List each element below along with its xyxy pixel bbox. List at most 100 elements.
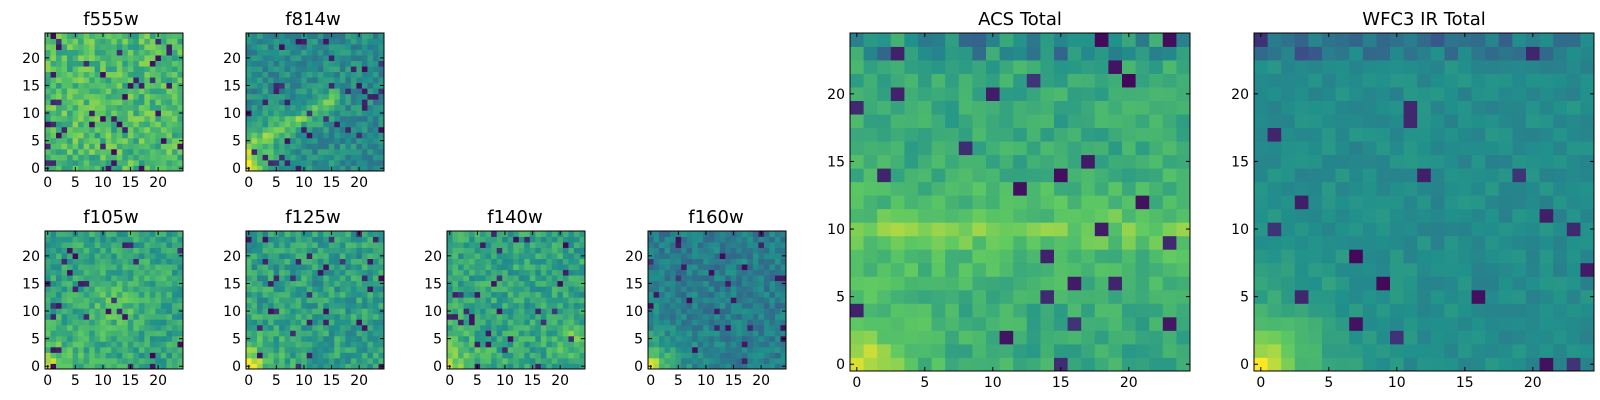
heatmap-cell	[378, 126, 385, 133]
heatmap-cell	[1176, 303, 1191, 318]
heatmap-cell	[268, 44, 274, 50]
heatmap-cell	[116, 302, 123, 309]
heatmap-cell	[692, 308, 699, 315]
heatmap-cell	[562, 291, 569, 298]
heatmap-cell	[659, 313, 665, 320]
heatmap-cell	[378, 346, 385, 353]
heatmap-cell	[890, 316, 905, 331]
heatmap-cell	[692, 264, 699, 271]
heatmap-cell	[1040, 127, 1055, 142]
heatmap-cell	[378, 291, 385, 298]
heatmap-cell	[122, 264, 129, 271]
heatmap-cell	[372, 363, 379, 370]
heatmap-cell	[116, 159, 123, 166]
heatmap-cell	[350, 324, 357, 331]
heatmap-cell	[257, 132, 263, 139]
heatmap-cell	[1498, 262, 1513, 277]
heatmap-cell	[1539, 276, 1554, 291]
heatmap-cell	[105, 99, 112, 106]
heatmap-cell	[524, 242, 531, 248]
heatmap-cell	[50, 44, 57, 50]
heatmap-cell	[306, 71, 313, 78]
heatmap-cell	[345, 99, 352, 106]
heatmap-cell	[295, 99, 302, 106]
heatmap-cell	[648, 302, 654, 309]
heatmap-cell	[345, 60, 352, 67]
heatmap-cell	[972, 127, 987, 142]
heatmap-cell	[653, 291, 660, 298]
heatmap-cell	[111, 44, 118, 50]
heatmap-cell	[491, 291, 498, 298]
heatmap-cell	[1013, 276, 1028, 291]
heatmap-cell	[45, 159, 51, 166]
y-tick-label: 0	[634, 359, 643, 375]
heatmap-cell	[736, 264, 743, 271]
heatmap-cell	[664, 308, 671, 315]
heatmap-cell	[1471, 316, 1486, 331]
heatmap-cell	[72, 154, 79, 161]
heatmap-cell	[345, 352, 352, 359]
heatmap-cell	[1267, 222, 1282, 237]
heatmap-cell	[301, 44, 308, 50]
heatmap-cell	[279, 247, 286, 254]
heatmap-cell	[670, 236, 676, 243]
heatmap-cells	[246, 33, 385, 172]
heatmap-cell	[378, 324, 385, 331]
heatmap-cell	[67, 335, 73, 342]
heatmap-cell	[557, 275, 564, 282]
heatmap-cell	[1444, 289, 1459, 304]
heatmap-cell	[94, 93, 101, 100]
heatmap-cell	[279, 264, 286, 271]
heatmap-cell	[1294, 357, 1309, 372]
heatmap-cell	[972, 168, 987, 183]
heatmap-cell	[295, 38, 302, 45]
heatmap-cell	[747, 319, 754, 326]
heatmap-cell	[94, 115, 101, 122]
heatmap-cell	[301, 269, 308, 276]
heatmap-cell	[664, 258, 671, 265]
heatmap-cell	[116, 275, 123, 282]
heatmap-cell	[290, 93, 297, 100]
heatmap-cell	[301, 60, 308, 67]
heatmap-cell	[986, 330, 1000, 345]
heatmap-cell	[323, 115, 330, 122]
heatmap-cell	[1162, 87, 1177, 101]
heatmap-cell	[149, 247, 156, 254]
heatmap-cell	[758, 319, 765, 326]
heatmap-cell	[268, 242, 274, 248]
heatmap-cell	[246, 99, 252, 106]
heatmap-cell	[94, 44, 101, 50]
heatmap-cell	[257, 44, 263, 50]
heatmap-cell	[144, 121, 151, 128]
heatmap-cell	[1267, 276, 1282, 291]
heatmap-cell	[279, 297, 286, 304]
heatmap-cell	[378, 88, 385, 95]
heatmap-cell	[752, 269, 759, 276]
heatmap-cell	[105, 33, 112, 39]
heatmap-cell	[1040, 141, 1055, 156]
heatmap-cell	[1067, 195, 1082, 210]
heatmap-cell	[747, 242, 754, 248]
heatmap-cell	[1108, 114, 1123, 129]
heatmap-cell	[127, 264, 134, 271]
heatmap-cell	[61, 302, 68, 309]
heatmap-cell	[160, 38, 167, 45]
heatmap-cell	[502, 297, 509, 304]
heatmap-cell	[268, 313, 274, 320]
heatmap-cell	[562, 258, 569, 265]
heatmap-cell	[367, 308, 374, 315]
heatmap-cell	[356, 38, 363, 45]
heatmap-cell	[334, 38, 341, 45]
heatmap-cell	[127, 280, 134, 287]
heatmap-cell	[568, 291, 575, 298]
heatmap-cell	[290, 99, 297, 106]
heatmap-cell	[378, 148, 385, 155]
heatmap-cell	[127, 335, 134, 342]
heatmap-cell	[725, 231, 732, 237]
heatmap-cell	[372, 313, 379, 320]
heatmap-cell	[496, 341, 503, 348]
heatmap-cell	[350, 335, 357, 342]
heatmap-cell	[513, 269, 520, 276]
heatmap-cell	[714, 308, 721, 315]
